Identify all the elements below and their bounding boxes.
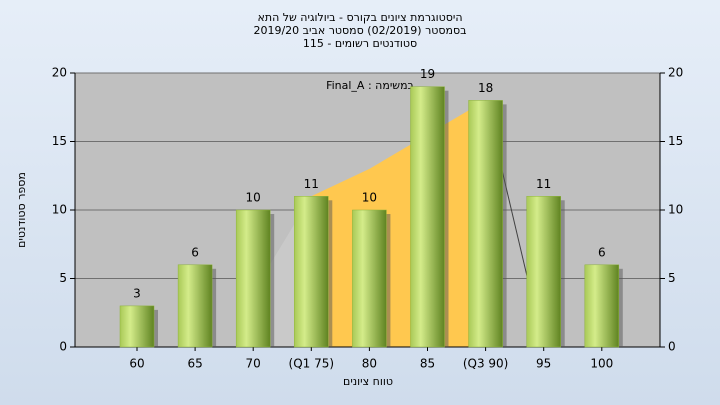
title: היסטוגרמת ציונים בקורס - ביולוגיה של התא xyxy=(257,11,462,24)
bar xyxy=(526,196,561,348)
y2-tick-label: 10 xyxy=(668,203,683,217)
bar xyxy=(468,100,503,348)
value-label: 19 xyxy=(420,67,435,81)
bar xyxy=(584,264,620,348)
x-tick-label: 100 xyxy=(590,357,613,371)
x-tick-label: 65 xyxy=(187,357,202,371)
y2-tick-label: 15 xyxy=(668,134,683,148)
x-axis-label: טווח ציונים xyxy=(343,375,393,388)
value-label: 11 xyxy=(304,177,319,191)
value-label: 3 xyxy=(133,286,141,300)
value-label: 6 xyxy=(191,245,199,259)
y-tick-label: 20 xyxy=(52,66,67,80)
bar xyxy=(235,209,271,348)
x-tick-label: 80 xyxy=(362,357,377,371)
bar xyxy=(352,209,387,348)
bar xyxy=(119,305,155,348)
x-tick-label: (Q3 90) xyxy=(463,357,509,371)
y2-tick-label: 5 xyxy=(668,271,676,285)
x-tick-label: 60 xyxy=(129,357,144,371)
y-tick-label: 5 xyxy=(59,271,67,285)
x-tick-label: (Q1 75) xyxy=(289,357,335,371)
value-label: 6 xyxy=(598,245,606,259)
value-label: 11 xyxy=(536,177,551,191)
y-axis-label: מספר סטודנטים xyxy=(15,172,28,248)
annotation: במשימה : Final_A xyxy=(326,79,414,92)
y-tick-label: 10 xyxy=(52,203,67,217)
title: סטודנטים רשומים - 115 xyxy=(303,37,417,50)
x-tick-label: 85 xyxy=(420,357,435,371)
bar xyxy=(294,196,329,348)
bar xyxy=(410,86,445,348)
value-label: 18 xyxy=(478,81,493,95)
x-tick-label: 95 xyxy=(536,357,551,371)
y2-tick-label: 0 xyxy=(668,340,676,354)
y2-tick-label: 20 xyxy=(668,66,683,80)
title: בסמסטר (02/2019) סמסטר אביב 2019/20 xyxy=(253,24,466,37)
value-label: 10 xyxy=(246,191,261,205)
bar xyxy=(177,264,213,348)
y-tick-label: 15 xyxy=(52,134,67,148)
y-tick-label: 0 xyxy=(59,340,67,354)
x-tick-label: 70 xyxy=(246,357,261,371)
value-label: 10 xyxy=(362,191,377,205)
